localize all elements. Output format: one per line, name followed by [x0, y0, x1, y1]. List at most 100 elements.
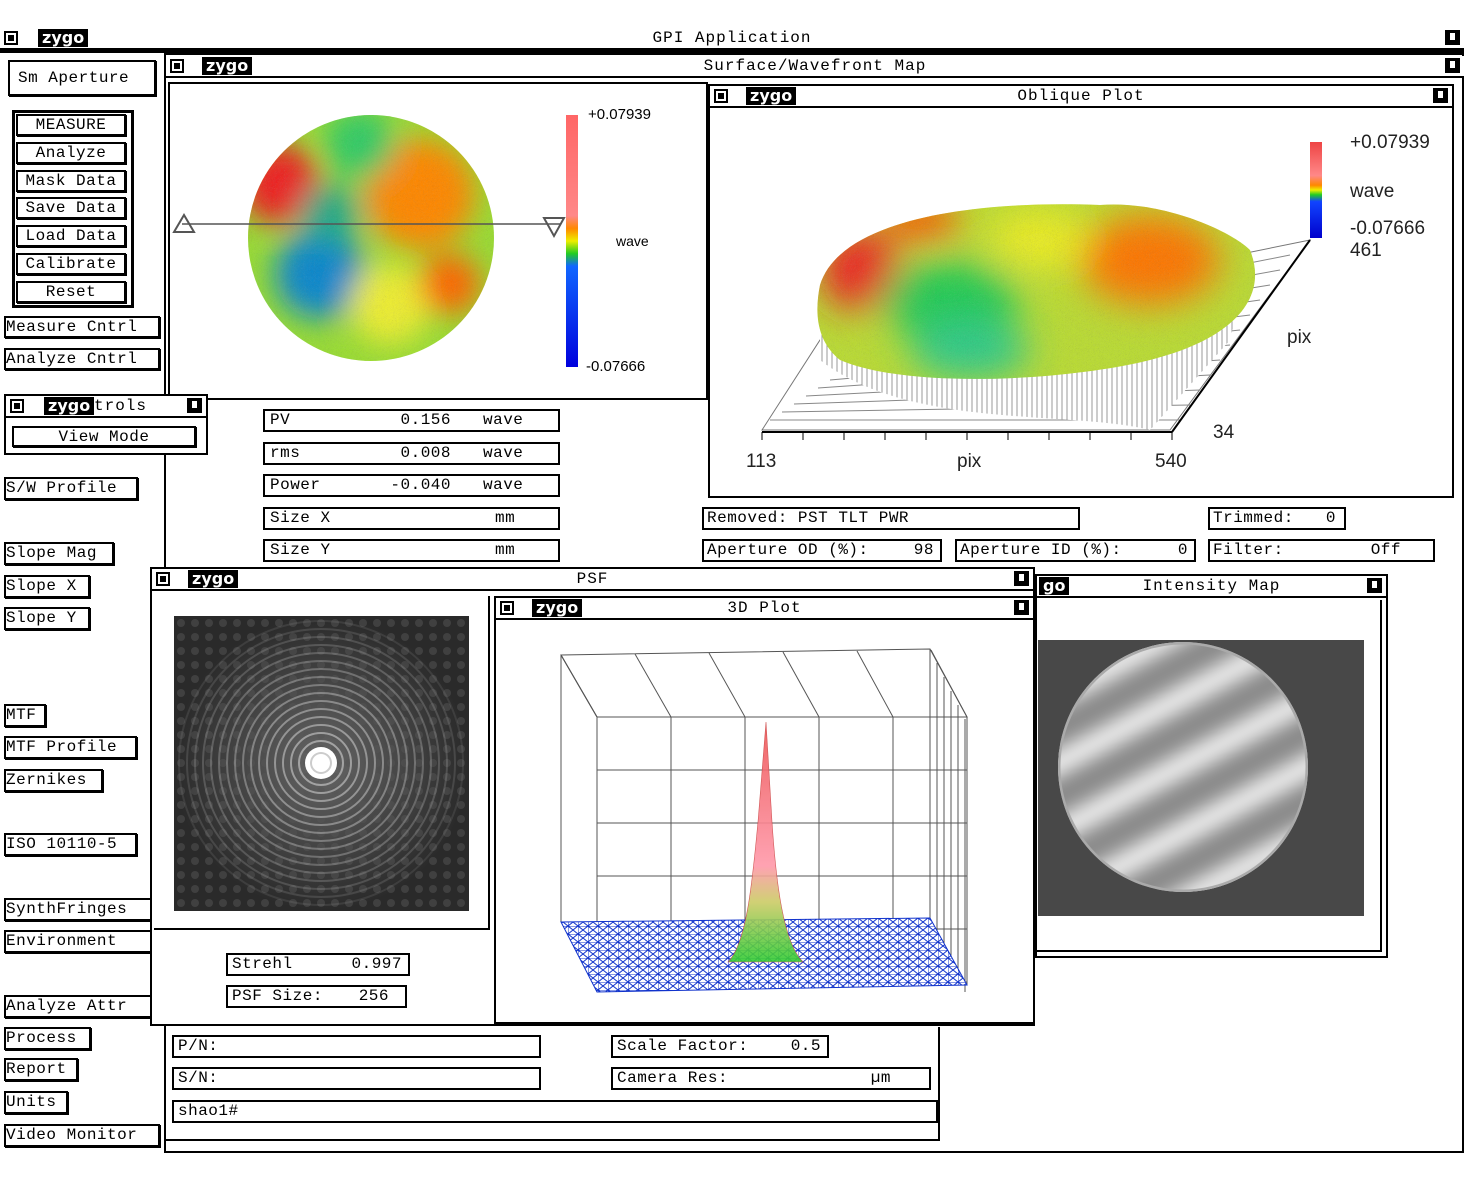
resize-icon-inner [192, 401, 197, 408]
resize-icon[interactable] [1367, 578, 1382, 593]
menu-button[interactable]: Video Monitor [4, 1124, 160, 1147]
close-icon-inner [160, 576, 166, 582]
resize-icon-inner [1019, 574, 1024, 581]
close-icon-inner [8, 35, 14, 41]
close-icon[interactable] [10, 399, 24, 413]
menu-button[interactable]: Calibrate [16, 253, 126, 275]
menu-button[interactable]: Reset [16, 280, 126, 303]
value: 98 [913, 541, 934, 559]
button-label: View Mode [58, 428, 150, 446]
result-label: PV [270, 411, 291, 429]
y-max: 461 [1350, 240, 1382, 261]
menu-button[interactable]: Analyze Attr [4, 995, 152, 1018]
close-icon[interactable] [170, 59, 184, 73]
menu-button[interactable]: Zernikes [4, 769, 103, 792]
menu-button[interactable]: S/W Profile [4, 477, 138, 500]
menu-button[interactable]: Environment [4, 930, 152, 953]
window-title: trols [94, 397, 148, 415]
resize-icon[interactable] [1433, 88, 1448, 103]
resize-icon-inner [1372, 581, 1377, 588]
resize-icon[interactable] [1445, 58, 1460, 73]
intensity-image [1038, 640, 1364, 916]
button-label: Analyze Attr [6, 997, 128, 1015]
x-label: pix [957, 451, 982, 472]
scale-min: -0.07666 [586, 358, 646, 375]
button-label: Analyze Cntrl [6, 350, 138, 368]
surface-map [172, 115, 578, 367]
title-bar: zygo Surface/Wavefront Map [166, 56, 1464, 78]
value: 0 [1325, 509, 1336, 527]
label: Aperture OD (%): [707, 541, 869, 559]
close-icon-inner [504, 605, 510, 611]
label: PSF Size: [232, 987, 323, 1005]
scale-factor-field: Scale Factor: 0.5 [611, 1035, 829, 1058]
button-label: Video Monitor [6, 1126, 138, 1144]
label: S/N: [178, 1069, 219, 1087]
menu-button[interactable]: Save Data [16, 197, 126, 220]
window-title: PSF [576, 570, 609, 588]
button-label: Calibrate [25, 255, 117, 273]
aperture-od-field: Aperture OD (%): 98 [702, 539, 942, 562]
value: 0.5 [790, 1037, 821, 1055]
button-label: MEASURE [35, 116, 107, 134]
close-icon[interactable] [156, 572, 170, 586]
unit: µm [870, 1069, 891, 1087]
result-field: rms 0.008 wave [263, 441, 560, 465]
menu-button[interactable]: MTF [4, 704, 46, 727]
logo: go [1039, 577, 1070, 595]
resize-icon[interactable] [1014, 571, 1029, 586]
logo: zygo [202, 57, 253, 75]
result-value: -0.040 [390, 476, 451, 494]
button-group [12, 110, 134, 308]
label: Strehl [232, 955, 293, 973]
result-unit: mm [495, 508, 516, 527]
menu-button[interactable]: ISO 10110-5 [4, 833, 137, 856]
label: Scale Factor: [617, 1037, 749, 1055]
resize-icon[interactable] [1014, 600, 1029, 615]
button-label: Environment [6, 932, 118, 950]
menu-button[interactable]: Slope X [4, 575, 90, 598]
sn-field: S/N: [172, 1067, 541, 1090]
oblique-surface [761, 142, 1322, 440]
scale-min: -0.07666 [1350, 218, 1426, 239]
menu-button[interactable]: Process [4, 1027, 91, 1050]
sm-aperture-button[interactable]: Sm Aperture [8, 60, 156, 96]
title-bar: zygo Oblique Plot [710, 86, 1452, 108]
result-label: Size Y [270, 541, 331, 559]
close-icon[interactable] [4, 31, 18, 45]
psf-image [174, 616, 469, 911]
logo: zygo [188, 570, 239, 588]
logo: zygo [38, 29, 89, 47]
resize-icon[interactable] [187, 398, 202, 413]
menu-button[interactable]: Analyze [16, 141, 126, 164]
filter-field: Filter: Off [1208, 539, 1435, 562]
menu-button[interactable]: Slope Y [4, 607, 90, 630]
menu-button[interactable]: Units [4, 1091, 68, 1114]
logo: zygo [44, 397, 95, 415]
menu-button[interactable]: Analyze Cntrl [4, 348, 160, 370]
menu-button[interactable]: SynthFringes [4, 898, 152, 921]
close-icon[interactable] [500, 601, 514, 615]
resize-icon[interactable] [1445, 30, 1460, 45]
camera-res-field: Camera Res: µm [611, 1067, 931, 1090]
result-unit: mm [495, 541, 516, 559]
menu-button[interactable]: Measure Cntrl [4, 316, 160, 338]
result-field: Size X mm [263, 506, 560, 530]
menu-button[interactable]: Slope Mag [4, 542, 114, 565]
menu-button[interactable]: MEASURE [16, 114, 126, 136]
view-mode-button[interactable]: View Mode [12, 426, 196, 447]
plot3d-image [560, 648, 968, 993]
window-title: Surface/Wavefront Map [703, 57, 927, 75]
title-bar: zygo 3D Plot [496, 598, 1033, 620]
button-label: Report [6, 1060, 67, 1078]
menu-button[interactable]: Mask Data [16, 169, 126, 192]
result-unit: wave [483, 476, 524, 494]
label: P/N: [178, 1037, 219, 1055]
menu-button[interactable]: Load Data [16, 225, 126, 248]
close-icon[interactable] [714, 89, 728, 103]
y-min: 34 [1213, 422, 1235, 443]
menu-button[interactable]: MTF Profile [4, 736, 137, 759]
result-field: Power -0.040 wave [263, 474, 560, 497]
scale-max: +0.07939 [1350, 132, 1430, 153]
menu-button[interactable]: Report [4, 1058, 78, 1081]
